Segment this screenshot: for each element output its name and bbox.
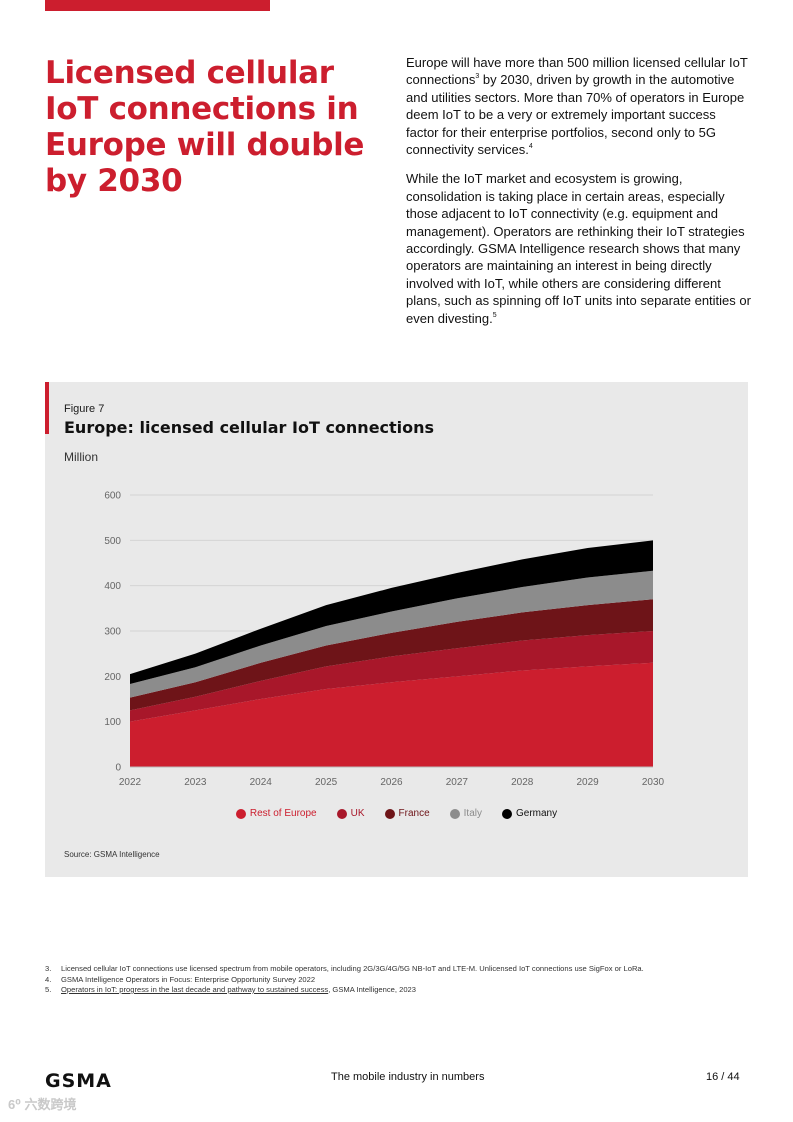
y-tick-label: 600 [104,491,121,502]
footnotes: 3. Licensed cellular IoT connections use … [45,964,745,996]
legend-item-uk: UK [336,808,365,819]
legend-swatch [336,808,347,819]
x-tick-label: 2022 [119,777,142,788]
legend-item-rest-of-europe: Rest of Europe [235,808,317,819]
page-headline: Licensed cellular IoT connections in Eur… [45,55,365,199]
legend-label: France [398,808,430,819]
chart-legend: Rest of Europe UK France Italy Germany [45,808,748,819]
y-tick-label: 200 [104,672,121,683]
x-tick-label: 2026 [380,777,403,788]
legend-label: Italy [463,808,482,819]
legend-item-italy: Italy [449,808,482,819]
body-text: Europe will have more than 500 million l… [406,54,751,339]
x-tick-label: 2025 [315,777,338,788]
figure-source: Source: GSMA Intelligence [64,850,160,859]
footnote-4: 4. GSMA Intelligence Operators in Focus: … [45,974,316,984]
area-series-germany [130,540,653,685]
footnote-5-link[interactable]: Operators in IoT: progress in the last d… [61,985,329,994]
footer-title: The mobile industry in numbers [331,1071,485,1083]
area-series-italy [130,570,653,698]
x-tick-label: 2024 [250,777,273,788]
footnote-ref-3[interactable]: 3 [475,73,480,81]
paragraph-2: While the IoT market and ecosystem is gr… [406,171,751,326]
gsma-logo: GSMA [45,1070,112,1092]
y-tick-label: 400 [104,581,121,592]
footnote-ref-4[interactable]: 4 [528,143,533,151]
paragraph-1: Europe will have more than 500 million l… [406,55,748,158]
stacked-area-chart: 0 100 200 300 400 500 600 2022 2023 2024 2025 2026 2… [104,491,665,789]
x-tick-label: 2030 [642,777,665,788]
footnote-ref-5[interactable]: 5 [492,311,497,319]
top-accent-bar [45,0,270,11]
legend-swatch [501,808,512,819]
area-series-france [130,599,653,711]
x-tick-label: 2027 [446,777,469,788]
legend-swatch [384,808,395,819]
legend-label: UK [350,808,365,819]
area-series-rest-of-europe [130,662,653,767]
x-tick-label: 2029 [577,777,600,788]
footnote-3: 3. Licensed cellular IoT connections use … [45,964,644,973]
y-tick-label: 0 [115,763,121,774]
figure-7-panel: Figure 7 Europe: licensed cellular IoT c… [45,382,748,877]
legend-label: Rest of Europe [249,808,317,819]
legend-item-germany: Germany [501,808,558,819]
legend-swatch [449,808,460,819]
x-tick-label: 2028 [511,777,534,788]
page-number: 16 / 44 [706,1071,740,1083]
area-series-uk [130,631,653,722]
y-axis-unit: Million [64,450,99,464]
watermark: 6⁰ 六数跨境 [8,1097,77,1112]
figure-title: Europe: licensed cellular IoT connection… [64,418,435,437]
legend-item-france: France [384,808,430,819]
y-tick-label: 300 [104,627,121,638]
figure-label: Figure 7 [64,403,105,415]
legend-swatch [235,808,246,819]
y-tick-label: 100 [104,717,121,728]
figure-accent-bar [45,382,49,434]
y-tick-label: 500 [104,536,121,547]
legend-label: Germany [515,808,558,819]
x-tick-label: 2023 [184,777,207,788]
footnote-5: 5. Operators in IoT: progress in the last… [45,985,417,994]
